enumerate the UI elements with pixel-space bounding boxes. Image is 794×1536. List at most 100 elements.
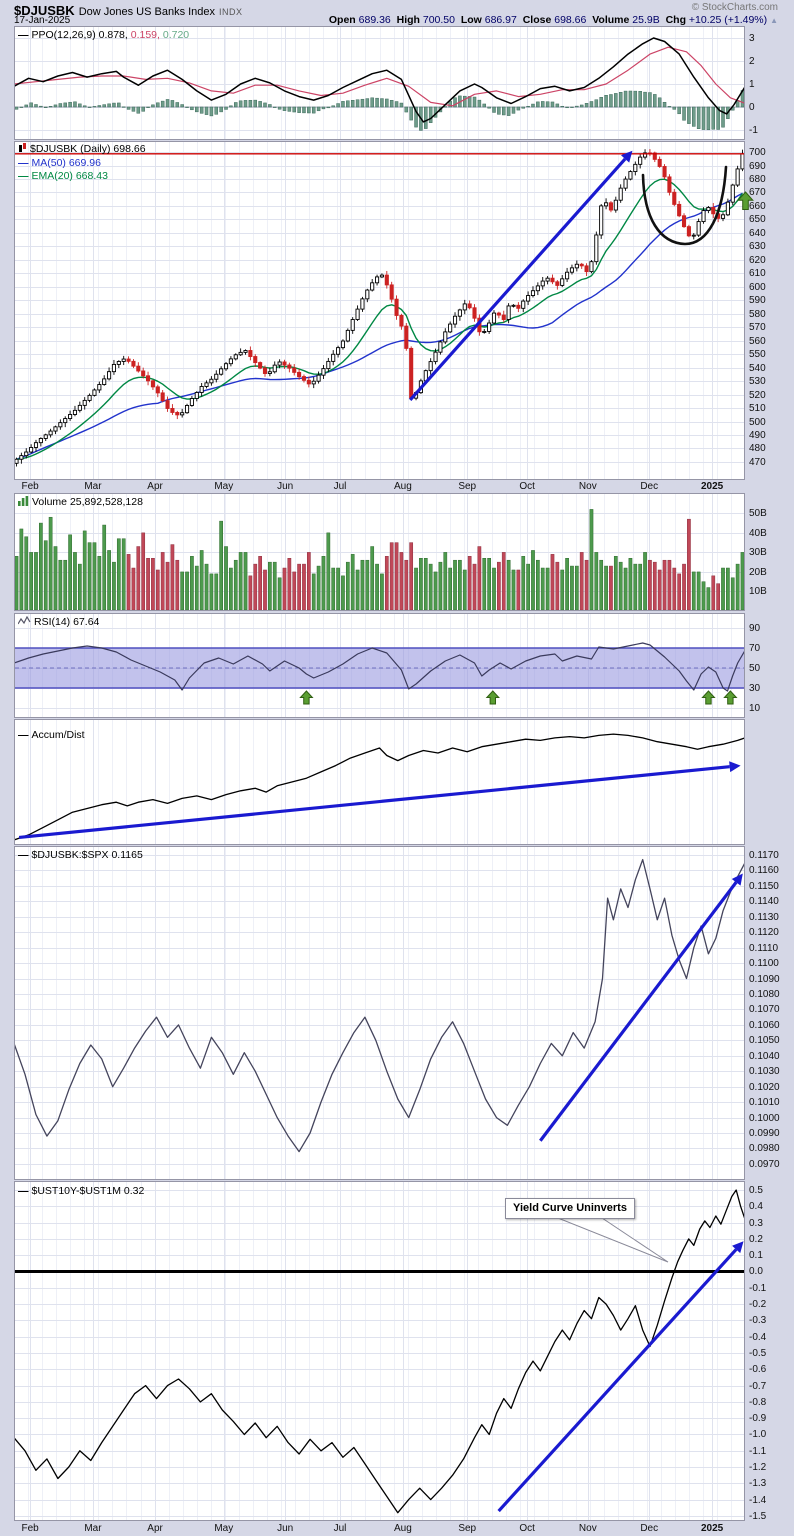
y-axis-tick: 0.1160 [749, 865, 779, 877]
price-green-arrow-icon [737, 191, 754, 210]
rsi-legend: RSI(14) 67.64 [18, 616, 99, 628]
y-axis-tick: 0 [749, 101, 755, 113]
ppo-signal-value: 0.159, [130, 29, 160, 41]
y-axis-tick: 90 [749, 623, 761, 634]
volume-bars-icon [18, 496, 29, 506]
y-axis-tick: 620 [749, 254, 766, 266]
month-label: Jun [277, 1523, 294, 1534]
month-label: 2025 [700, 481, 724, 492]
y-axis-tick: 640 [749, 227, 766, 239]
y-axis-tick: 10 [749, 703, 761, 714]
chart-header: $DJUSBK Dow Jones US Banks Index INDX 17-J… [14, 2, 788, 26]
y-axis-tick: 0.1040 [749, 1050, 780, 1062]
accdist-legend-text: Accum/Dist [31, 729, 85, 741]
ma50-legend-text: MA(50) 669.96 [31, 157, 101, 169]
y-axis-tick: 2 [749, 56, 755, 67]
y-axis-tick: 0.1140 [749, 896, 779, 908]
y-axis-tick: 510 [749, 403, 766, 415]
ratio-legend-text: $DJUSBK:$SPX 0.1165 [31, 849, 143, 861]
month-axis-bottom: Feb Mar Apr May Jun Jul Aug Sep Oct Nov Dec 2025 [14, 1522, 745, 1536]
month-label: Mar [84, 1523, 102, 1534]
month-label: Apr [147, 481, 163, 492]
yield-plot [14, 1181, 745, 1521]
ratio-panel [14, 846, 745, 1180]
price-legend: $DJUSBK (Daily) 698.66 [18, 143, 146, 155]
y-axis-tick: 30 [749, 683, 761, 694]
y-axis-tick: -0.3 [749, 1315, 767, 1327]
month-label: Nov [578, 1523, 597, 1534]
month-label: Dec [640, 481, 659, 492]
month-label: Mar [84, 481, 102, 492]
close-label: Close [522, 14, 552, 26]
y-axis-tick: 550 [749, 349, 766, 361]
y-axis-tick: 0.1090 [749, 973, 780, 985]
y-axis-tick: 0.5 [749, 1184, 763, 1196]
ma50-line-icon: — [18, 157, 29, 169]
up-triangle-icon: ▲ [770, 16, 778, 25]
y-axis-tick: 0.1060 [749, 1019, 780, 1031]
high-value: 700.50 [422, 14, 455, 26]
rsi-legend-text: RSI(14) 67.64 [34, 616, 100, 628]
volume-bars [14, 509, 745, 611]
close-value: 698.66 [554, 14, 587, 26]
low-value: 686.97 [484, 14, 517, 26]
y-axis-tick: 0.1070 [749, 1004, 780, 1016]
y-axis-tick: 700 [749, 147, 766, 159]
y-axis-tick: 560 [749, 335, 766, 347]
ppo-histogram [14, 90, 745, 131]
price-legend-text: $DJUSBK (Daily) 698.66 [30, 143, 146, 155]
y-axis-tick: -1.4 [749, 1494, 767, 1506]
y-axis-tick: 0.1080 [749, 988, 780, 1000]
volume-label: Volume [592, 14, 630, 26]
y-axis-tick: -0.5 [749, 1347, 767, 1359]
cup-annotation [641, 165, 728, 246]
y-axis-tick: -1.5 [749, 1510, 767, 1522]
y-axis-tick: 590 [749, 295, 766, 307]
y-axis-tick: 490 [749, 429, 766, 441]
quote-bar: Open 689.36 High 700.50 Low 686.97 Close… [329, 14, 778, 26]
yield-line-icon: — [18, 1185, 29, 1197]
month-label: Sep [458, 1523, 477, 1534]
symbol: $DJUSBK [14, 3, 75, 18]
index-name: Dow Jones US Banks Index [78, 6, 216, 18]
y-axis-tick: -0.8 [749, 1396, 767, 1408]
volume-panel [14, 493, 745, 611]
y-axis-tick: 0.0980 [749, 1143, 780, 1155]
ratio-plot [14, 846, 745, 1180]
ema20-legend: — EMA(20) 668.43 [18, 170, 108, 182]
ppo-hist-value: 0.720 [162, 29, 190, 41]
month-label: May [214, 481, 234, 492]
candles [14, 149, 745, 467]
price-panel [14, 141, 745, 480]
y-axis-tick: 40B [749, 527, 767, 539]
month-label: Oct [519, 481, 535, 492]
month-label: Apr [147, 1523, 163, 1534]
yield-callout: Yield Curve Uninverts [505, 1198, 635, 1219]
price-plot [14, 141, 745, 480]
accdist-line-icon: — [18, 729, 29, 741]
low-label: Low [460, 14, 482, 26]
ppo-legend-text: PPO(12,26,9) 0.878, [31, 29, 128, 41]
accdist-panel [14, 719, 745, 845]
month-label: Jul [333, 481, 347, 492]
y-axis-tick: -0.4 [749, 1331, 767, 1343]
y-axis-tick: 30B [749, 547, 767, 559]
y-axis-tick: 470 [749, 456, 766, 468]
y-axis-tick: 20B [749, 566, 767, 578]
y-axis-tick: 70 [749, 643, 761, 654]
month-label: Aug [393, 481, 412, 492]
y-axis-tick: -1.0 [749, 1429, 767, 1441]
y-axis-tick: 690 [749, 160, 766, 172]
y-axis-tick: -0.6 [749, 1364, 767, 1376]
y-axis-tick: -0.9 [749, 1413, 767, 1425]
y-axis-tick: 0.1000 [749, 1112, 780, 1124]
callout-tail [557, 1218, 669, 1263]
y-axis-tick: 50B [749, 508, 767, 520]
ppo-plot [14, 26, 745, 140]
y-axis-tick: -0.7 [749, 1380, 767, 1392]
rsi-zigzag-icon [18, 616, 31, 625]
accdist-plot [14, 719, 745, 845]
y-axis-tick: 530 [749, 376, 766, 388]
y-axis-tick: 1 [749, 79, 755, 90]
y-axis-tick: 0.1 [749, 1250, 763, 1262]
